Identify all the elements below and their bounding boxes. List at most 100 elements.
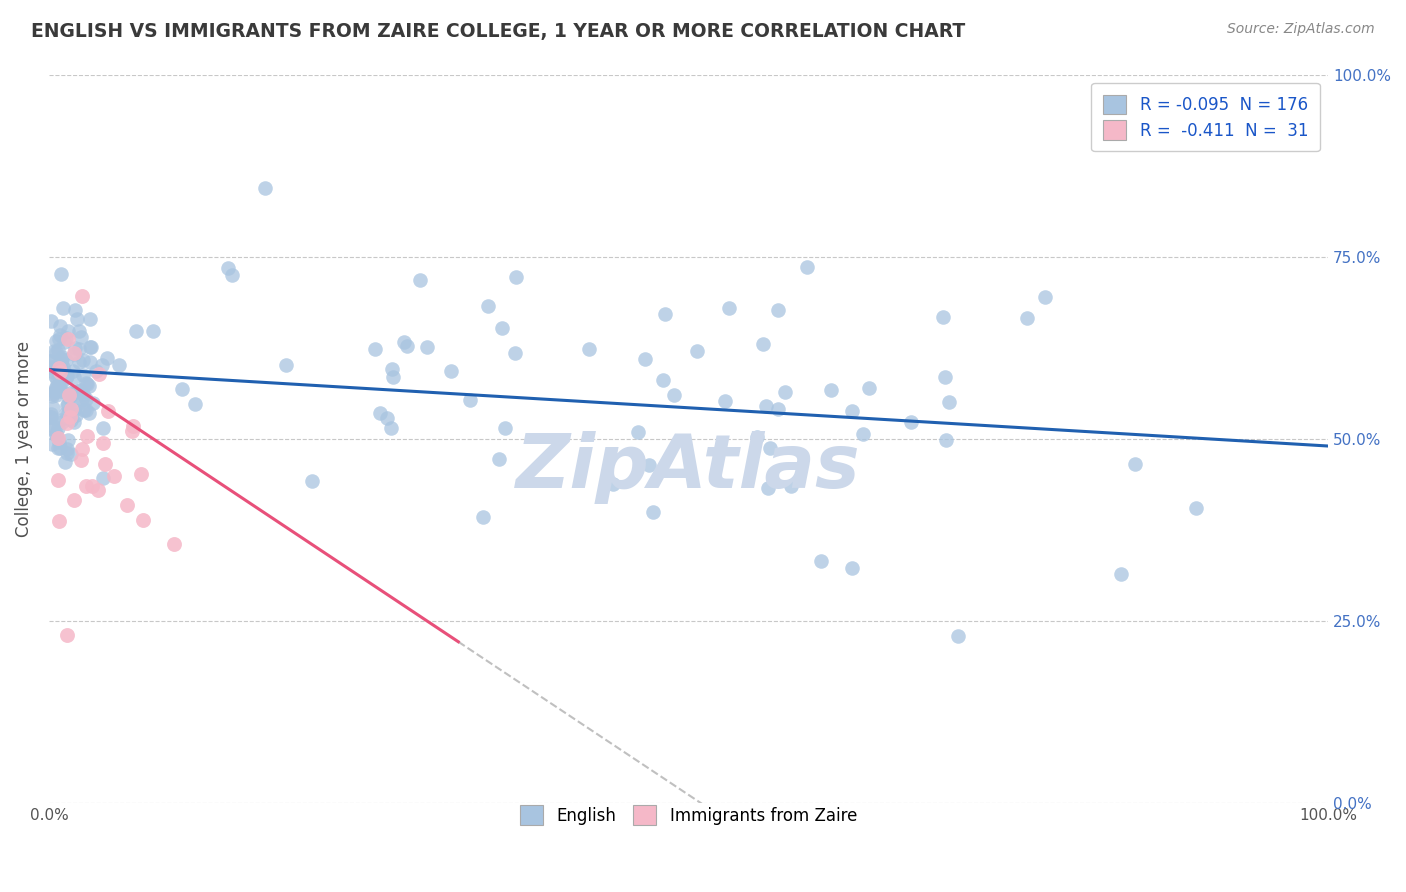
Point [51,374,73,388]
Point [52,368,75,382]
Point [49,413,72,427]
Point [86,483,108,497]
Point [41,389,63,403]
Point [45,334,67,348]
Point [63,345,86,359]
Point [80,340,103,354]
Point [654,307,676,321]
Point [46,372,69,386]
Point [1017,311,1039,326]
Point [65,312,87,326]
Point [44,368,66,383]
Point [91,470,114,484]
Point [396,339,419,353]
Point [67,355,90,369]
Point [503,345,526,359]
Point [301,474,323,488]
Point [56,434,79,448]
Point [56,397,79,411]
Point [752,337,775,351]
Point [627,425,650,440]
Point [58,388,80,402]
Point [51,416,73,430]
Point [780,479,803,493]
Point [276,358,298,372]
Point [38,354,60,368]
Point [51,384,73,399]
Point [121,424,143,438]
Point [41,387,63,401]
Point [858,380,880,394]
Point [52,360,75,375]
Point [494,421,516,435]
Point [115,498,138,512]
Point [48,365,70,379]
Point [775,384,797,399]
Point [766,302,789,317]
Point [42,422,65,436]
Point [664,388,686,402]
Point [51,356,73,370]
Text: Source: ZipAtlas.com: Source: ZipAtlas.com [1227,22,1375,37]
Point [70,289,93,303]
Point [79,340,101,354]
Point [810,553,832,567]
Point [80,479,103,493]
Text: ENGLISH VS IMMIGRANTS FROM ZAIRE COLLEGE, 1 YEAR OR MORE CORRELATION CHART: ENGLISH VS IMMIGRANTS FROM ZAIRE COLLEGE… [31,22,965,41]
Point [60,386,83,401]
Point [90,359,112,373]
Point [58,391,80,405]
Point [75,479,97,493]
Point [39,409,62,424]
Point [93,436,115,450]
Point [60,384,83,399]
Point [67,324,90,338]
Point [121,418,143,433]
Point [67,396,90,410]
Point [124,324,146,338]
Point [49,267,72,281]
Point [97,404,120,418]
Point [375,411,398,425]
Point [45,427,67,442]
Point [602,477,624,491]
Point [55,628,77,642]
Point [59,446,82,460]
Point [163,537,186,551]
Point [70,442,93,457]
Point [48,370,70,384]
Point [79,355,101,369]
Point [42,343,65,358]
Point [62,364,84,378]
Point [39,360,62,375]
Point [56,417,79,431]
Point [75,392,97,407]
Point [364,342,387,356]
Point [638,458,661,472]
Point [634,352,657,367]
Point [103,468,125,483]
Point [45,345,67,359]
Point [63,347,86,361]
Point [768,401,790,416]
Point [96,351,118,366]
Point [72,402,94,417]
Point [46,357,69,371]
Point [46,343,69,357]
Point [56,442,79,456]
Point [491,321,513,335]
Point [52,301,75,315]
Point [505,269,527,284]
Point [796,260,818,274]
Point [72,352,94,367]
Point [72,387,94,401]
Point [49,384,72,398]
Point [72,368,94,382]
Point [60,413,83,427]
Point [48,434,70,449]
Point [63,341,86,355]
Point [49,318,72,333]
Point [39,410,62,425]
Point [55,353,77,368]
Point [79,312,101,326]
